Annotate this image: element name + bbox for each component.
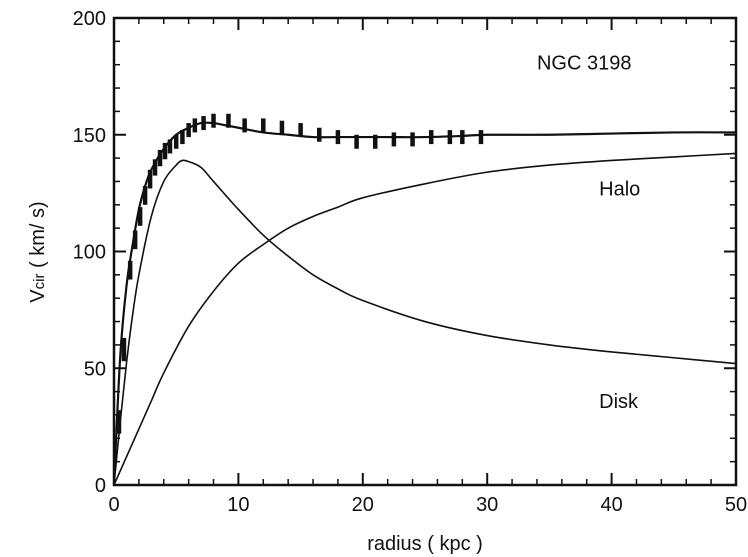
axis-ticks <box>113 17 737 486</box>
y-axis-label-rest: ( km/ s) <box>27 201 49 273</box>
x-tick-label-0: 0 <box>108 494 119 516</box>
y-tick-label-0: 0 <box>95 475 106 497</box>
annotations: NGC 3198 Halo Disk <box>537 52 640 413</box>
x-tick-label-40: 40 <box>600 494 622 516</box>
plot-frame <box>112 16 738 487</box>
x-tick-label-10: 10 <box>227 494 249 516</box>
annotation-halo: Halo <box>599 178 640 200</box>
x-tick-label-20: 20 <box>352 494 374 516</box>
annotation-ngc-3198: NGC 3198 <box>537 52 632 74</box>
x-axis-label: radius ( kpc ) <box>367 533 483 555</box>
y-axis-label-sub: cir <box>31 274 48 290</box>
y-axis-label-main: V <box>27 289 49 303</box>
y-axis-label: Vcir ( km/ s) <box>27 201 49 302</box>
data-points <box>116 113 484 434</box>
y-tick-label-50: 50 <box>84 358 106 380</box>
curves <box>112 121 737 486</box>
y-tick-label-200: 200 <box>73 8 106 30</box>
y-tick-label-150: 150 <box>73 125 106 147</box>
curve-total <box>112 121 737 486</box>
annotation-disk: Disk <box>599 391 639 413</box>
tick-labels: 0 10 20 30 40 50 0 50 100 150 200 <box>73 8 748 516</box>
curve-disk <box>113 159 737 486</box>
x-tick-label-30: 30 <box>476 494 498 516</box>
curve-halo <box>113 152 737 486</box>
y-tick-label-100: 100 <box>73 242 106 264</box>
x-tick-label-50: 50 <box>725 494 747 516</box>
